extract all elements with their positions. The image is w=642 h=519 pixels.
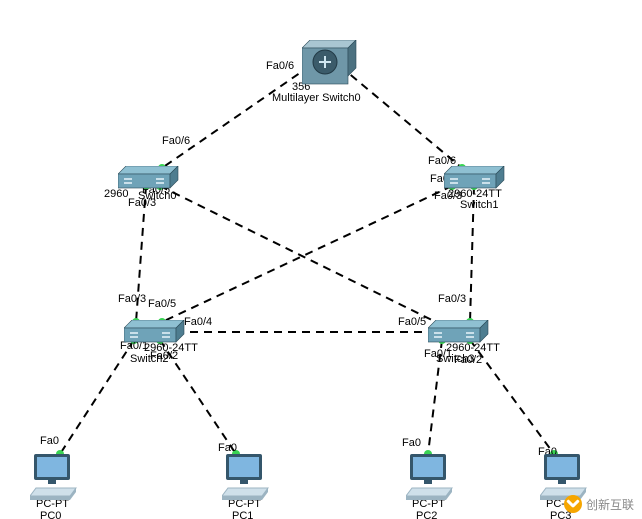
link bbox=[160, 186, 440, 324]
pc-icon[interactable] bbox=[30, 452, 82, 505]
port-label: Fa0/5 bbox=[148, 298, 176, 310]
multilayer-switch-icon[interactable] bbox=[302, 40, 360, 93]
watermark: 创新互联 bbox=[564, 495, 634, 513]
switch-icon[interactable] bbox=[444, 166, 508, 205]
port-label: Fa0/5 bbox=[398, 316, 426, 328]
switch-icon[interactable] bbox=[118, 166, 182, 205]
topology-canvas: Fa0/6Fa0/6Fa0/7Fa0/6Fa0/5Fa0/3Fa0/3Fa0/3… bbox=[0, 0, 642, 519]
port-label: Fa0/6 bbox=[266, 60, 294, 72]
port-label: Fa0/3 bbox=[118, 293, 146, 305]
node-label: PC0 bbox=[40, 510, 61, 519]
port-label: Fa0 bbox=[402, 437, 421, 449]
node-label: PC1 bbox=[232, 510, 253, 519]
node-label: Multilayer Switch0 bbox=[272, 92, 361, 104]
watermark-text: 创新互联 bbox=[586, 496, 634, 513]
port-label: Fa0/4 bbox=[184, 316, 212, 328]
pc-icon[interactable] bbox=[222, 452, 274, 505]
port-label: Fa0 bbox=[40, 435, 59, 447]
pc-icon[interactable] bbox=[406, 452, 458, 505]
switch-icon[interactable] bbox=[124, 320, 188, 359]
link bbox=[162, 66, 310, 168]
watermark-logo-icon bbox=[564, 495, 582, 513]
node-label: PC2 bbox=[416, 510, 437, 519]
link bbox=[60, 340, 134, 454]
port-label: Fa0/6 bbox=[162, 135, 190, 147]
link bbox=[162, 186, 452, 322]
port-label: Fa0/3 bbox=[438, 293, 466, 305]
switch-icon[interactable] bbox=[428, 320, 492, 359]
